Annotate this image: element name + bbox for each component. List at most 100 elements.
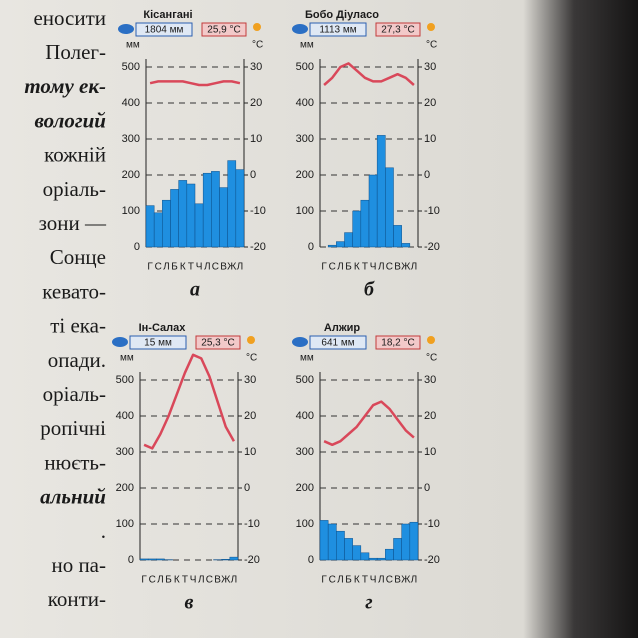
text-line: нюєть- <box>44 450 106 474</box>
y2-tick-label: -20 <box>424 241 440 253</box>
text-line: Полег- <box>45 40 106 64</box>
sun-icon <box>427 336 435 344</box>
text-line: альний <box>40 485 106 509</box>
precip-bar <box>393 538 402 561</box>
station-name: Кісангані <box>143 9 192 21</box>
y2-tick-label: 20 <box>424 410 436 422</box>
y-tick-label: 400 <box>296 410 314 422</box>
text-line: ропічні <box>40 416 106 440</box>
month-label: К <box>354 575 360 586</box>
precip-box <box>309 335 367 350</box>
precip-bar <box>235 169 245 248</box>
y-tick-label: 400 <box>122 97 140 109</box>
month-label: Л <box>163 262 170 273</box>
month-label: Г <box>321 575 327 586</box>
text-line: Сонце <box>50 245 106 269</box>
y-tick-label: 100 <box>122 205 140 217</box>
month-label: Л <box>411 262 418 273</box>
month-label: Л <box>157 575 164 586</box>
temp-box <box>195 335 241 350</box>
month-label: Ч <box>370 262 377 273</box>
month-label: Ж <box>227 262 237 273</box>
precip-bar <box>139 558 149 561</box>
y-axis-label: мм <box>300 40 314 51</box>
y-tick-label: 100 <box>116 518 134 530</box>
precip-bar <box>153 212 163 248</box>
precip-total: 15 мм <box>144 338 172 349</box>
precip-bar <box>211 171 220 248</box>
y2-tick-label: 10 <box>244 446 256 458</box>
temp-mean: 25,3 °C <box>201 338 234 349</box>
month-label: Л <box>337 575 344 586</box>
precip-bar <box>178 180 188 248</box>
temperature-line <box>323 400 415 447</box>
y-tick-label: 400 <box>296 97 314 109</box>
y-tick-label: 400 <box>116 410 134 422</box>
precip-total: 1804 мм <box>145 25 184 36</box>
precip-bar <box>327 523 337 561</box>
precip-bar <box>147 558 157 561</box>
precip-bar <box>401 523 411 561</box>
y-tick-label: 500 <box>116 374 134 386</box>
month-label: Б <box>345 262 352 273</box>
panel-letter: г <box>365 592 372 614</box>
y2-tick-label: 20 <box>424 97 436 109</box>
y2-tick-label: -10 <box>250 205 266 217</box>
y2-tick-label: -10 <box>424 518 440 530</box>
precip-bar <box>344 232 353 248</box>
temp-mean: 25,9 °C <box>207 25 240 36</box>
month-label: С <box>212 262 219 273</box>
precip-bar <box>327 244 337 248</box>
precip-bar <box>227 160 237 248</box>
y2-tick-label: 0 <box>250 169 256 181</box>
temp-box <box>375 335 421 350</box>
month-label: Т <box>362 575 368 586</box>
y-tick-label: 0 <box>308 554 314 566</box>
y2-tick-label: 30 <box>424 61 436 73</box>
y2-tick-label: 10 <box>424 133 436 145</box>
precip-bar <box>202 172 212 248</box>
month-label: Ж <box>401 262 411 273</box>
month-label: Б <box>345 575 352 586</box>
month-label: Т <box>188 262 194 273</box>
month-label: Л <box>231 575 238 586</box>
month-label: Б <box>171 262 178 273</box>
y-tick-label: 100 <box>296 518 314 530</box>
y-tick-label: 300 <box>296 446 314 458</box>
y2-tick-label: 20 <box>244 410 256 422</box>
station-name: Бобо Діуласо <box>305 9 379 21</box>
precip-bar <box>344 538 353 561</box>
y-tick-label: 0 <box>308 241 314 253</box>
month-label: К <box>180 262 186 273</box>
month-label: В <box>220 262 227 273</box>
precip-bar <box>145 205 155 248</box>
precip-bar <box>368 174 378 248</box>
text-line: вологий <box>35 108 106 132</box>
y2-axis-label: °C <box>426 353 437 364</box>
precip-box <box>129 335 187 350</box>
y2-tick-label: -20 <box>244 554 260 566</box>
precip-bar <box>336 530 345 561</box>
precip-bar <box>393 225 402 248</box>
month-label: В <box>394 262 401 273</box>
temp-mean: 27,3 °C <box>381 25 414 36</box>
month-label: Г <box>147 262 153 273</box>
y-tick-label: 200 <box>296 169 314 181</box>
y-tick-label: 200 <box>122 169 140 181</box>
precip-bar <box>219 187 228 248</box>
y-tick-label: 300 <box>116 446 134 458</box>
sun-icon <box>253 23 261 31</box>
precip-total: 1113 мм <box>319 25 356 36</box>
y2-tick-label: 0 <box>244 482 250 494</box>
text-line: конти- <box>48 587 106 611</box>
y2-tick-label: 30 <box>250 61 262 73</box>
precip-box <box>135 22 193 37</box>
month-label: К <box>174 575 180 586</box>
precip-bar <box>360 552 370 561</box>
month-label: Ч <box>196 262 203 273</box>
y-tick-label: 100 <box>296 205 314 217</box>
y2-tick-label: 30 <box>244 374 256 386</box>
precip-bar <box>360 199 370 248</box>
